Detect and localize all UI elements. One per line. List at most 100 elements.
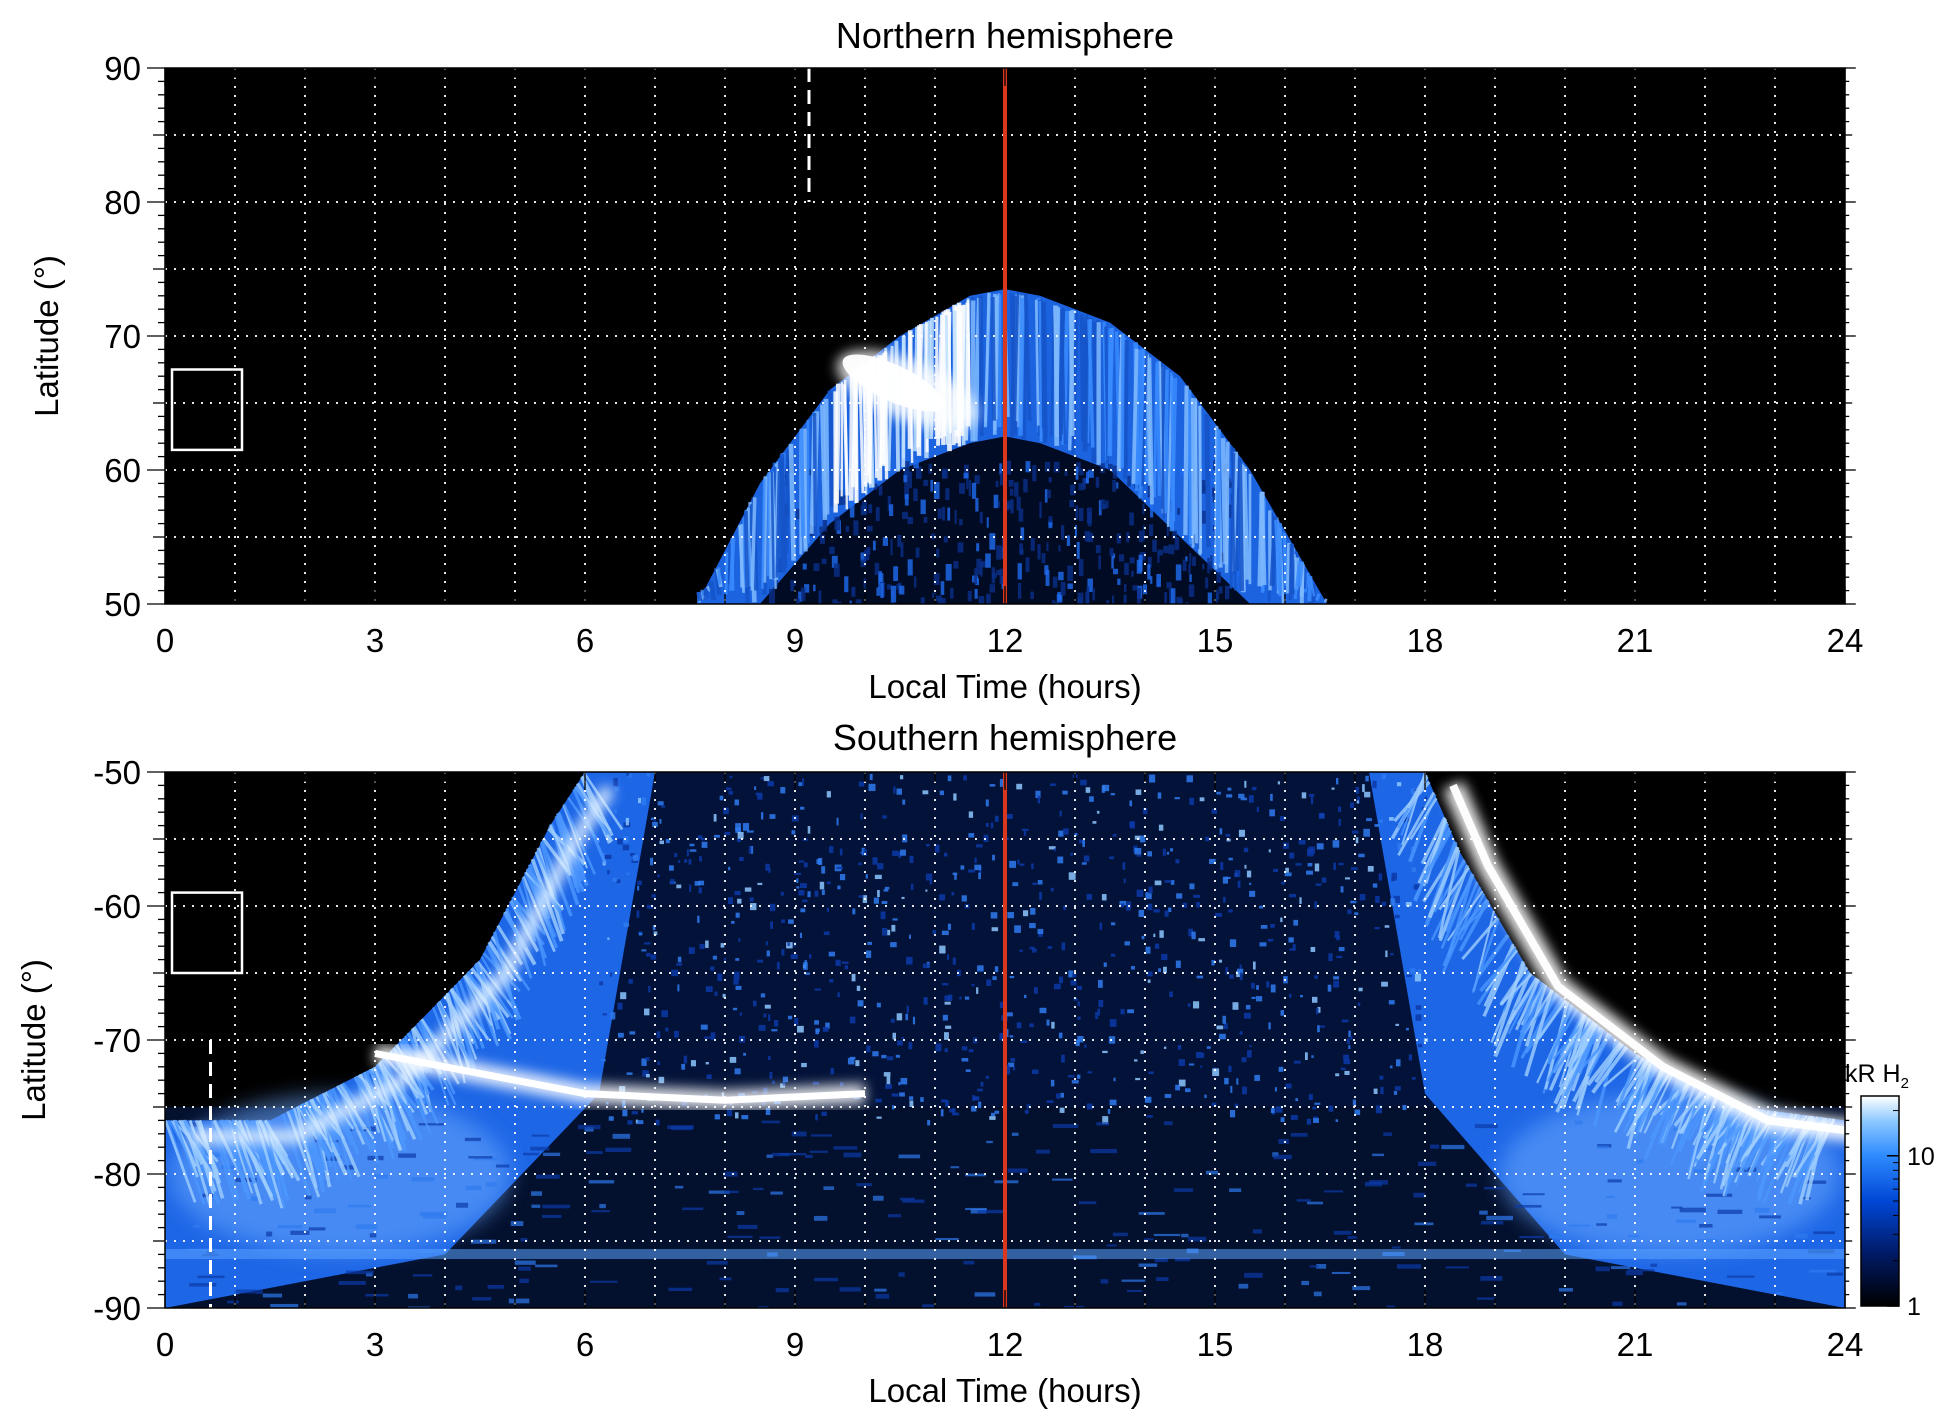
south-texture-speck — [765, 863, 770, 871]
south-texture-speck — [1354, 912, 1359, 915]
south-texture-speck — [1246, 870, 1252, 878]
south-texture-speck — [1280, 1010, 1285, 1016]
south-texture-speck — [1086, 1103, 1093, 1110]
south-texture-speck — [809, 954, 812, 959]
south-texture-speck — [815, 1114, 818, 1121]
south-texture-speck — [1289, 852, 1295, 859]
south-dusk-streak — [1643, 1072, 1674, 1134]
south-texture-speck — [1306, 1118, 1312, 1125]
north-texture-speck — [1030, 591, 1034, 599]
colorbar-scale — [1860, 1095, 1900, 1307]
south-texture-speck — [1124, 941, 1130, 946]
north-texture-speck — [1212, 488, 1215, 503]
south-texture-speck — [1211, 808, 1217, 814]
south-texture-speck — [737, 831, 744, 839]
south-texture-speck — [724, 831, 731, 836]
south-lower-speck — [1154, 1257, 1168, 1263]
south-texture-speck — [732, 1007, 738, 1011]
south-texture-speck — [1023, 994, 1027, 999]
north-texture-speck — [971, 482, 977, 499]
south-texture-speck — [1244, 780, 1247, 788]
south-texture-speck — [1310, 946, 1316, 953]
south-texture-speck — [1068, 970, 1074, 978]
south-texture-speck — [1244, 1012, 1251, 1019]
north-oval-streak — [1147, 357, 1154, 505]
south-lower-speck — [255, 1289, 263, 1295]
south-texture-speck — [968, 811, 974, 818]
north-texture-speck — [913, 459, 919, 469]
north-y-tick-label: 90 — [104, 50, 141, 87]
south-lower-speck — [1034, 1302, 1041, 1306]
south-texture-speck — [1227, 787, 1232, 791]
north-texture-speck — [1182, 559, 1187, 572]
north-oval-streak — [812, 412, 818, 537]
south-texture-speck — [1273, 868, 1279, 872]
south-texture-speck — [1293, 919, 1299, 926]
north-texture-speck — [959, 482, 965, 494]
north-oval-streak — [1204, 413, 1212, 548]
south-dusk-streak — [1485, 949, 1518, 992]
north-texture-speck — [1172, 530, 1178, 539]
south-texture-speck — [892, 1032, 897, 1040]
south-texture-speck — [610, 972, 613, 977]
south-texture-speck — [927, 1119, 931, 1126]
north-texture-speck — [1048, 516, 1053, 526]
north-texture-speck — [907, 559, 913, 576]
south-lower-speck — [277, 1224, 303, 1229]
north-texture-speck — [1150, 576, 1153, 584]
south-dawn-streak — [331, 1087, 360, 1155]
south-texture-speck — [1029, 923, 1036, 929]
north-texture-speck — [833, 563, 840, 577]
north-oval-streak — [1215, 429, 1221, 564]
south-texture-speck — [999, 1001, 1003, 1009]
south-bright-streak-core — [374, 1049, 866, 1104]
north-texture-speck — [902, 511, 908, 520]
north-oval-streak — [1315, 593, 1321, 602]
north-oval-streak — [775, 462, 781, 578]
south-texture-speck — [887, 929, 891, 936]
south-texture-speck — [1280, 881, 1285, 885]
south-texture-speck — [906, 1005, 909, 1014]
north-texture-speck — [1105, 500, 1109, 509]
south-texture-speck — [991, 927, 999, 932]
north-y-axis-label: Latitude (°) — [28, 255, 65, 417]
south-texture-speck — [875, 1098, 882, 1103]
south-lower-speck — [518, 1266, 531, 1271]
north-texture-speck — [1082, 478, 1086, 490]
north-oval-streak — [1038, 300, 1043, 438]
south-texture-speck — [688, 947, 695, 954]
south-texture-speck — [1201, 1052, 1205, 1058]
south-dusk-streak — [1524, 997, 1565, 1054]
south-lower-speck — [1445, 1266, 1470, 1269]
south-lower-speck — [369, 1233, 377, 1238]
south-lower-speck — [1064, 1305, 1085, 1308]
north-oval-streak — [1021, 296, 1028, 440]
south-texture-speck — [1341, 1019, 1349, 1023]
south-texture-speck — [925, 889, 928, 892]
south-texture-speck — [653, 931, 658, 936]
south-texture-speck — [935, 1043, 942, 1052]
south-texture-speck — [1158, 824, 1164, 831]
south-texture-speck — [1410, 968, 1416, 974]
north-texture-speck — [1052, 576, 1058, 588]
south-texture-speck — [1077, 1074, 1081, 1079]
south-texture-speck — [1298, 840, 1306, 845]
south-texture-speck — [1379, 1075, 1384, 1080]
south-dawn-streak — [318, 1095, 340, 1181]
south-texture-speck — [876, 1116, 882, 1119]
south-texture-speck — [1075, 1039, 1080, 1047]
north-texture-speck — [822, 517, 828, 532]
south-texture-speck — [908, 934, 911, 939]
south-texture-speck — [1169, 991, 1173, 998]
south-texture-speck — [821, 866, 826, 874]
south-texture-speck — [865, 874, 868, 879]
north-texture-speck — [945, 488, 950, 501]
south-lower-speck — [887, 1214, 901, 1218]
north-texture-speck — [794, 598, 800, 604]
south-dawn-streak — [436, 1001, 476, 1071]
south-texture-speck — [1086, 893, 1093, 900]
south-lower-speck — [1607, 1179, 1622, 1183]
south-texture-speck — [1348, 1045, 1351, 1050]
north-x-tick-label: 15 — [1197, 622, 1234, 659]
south-texture-speck — [1135, 1077, 1141, 1081]
